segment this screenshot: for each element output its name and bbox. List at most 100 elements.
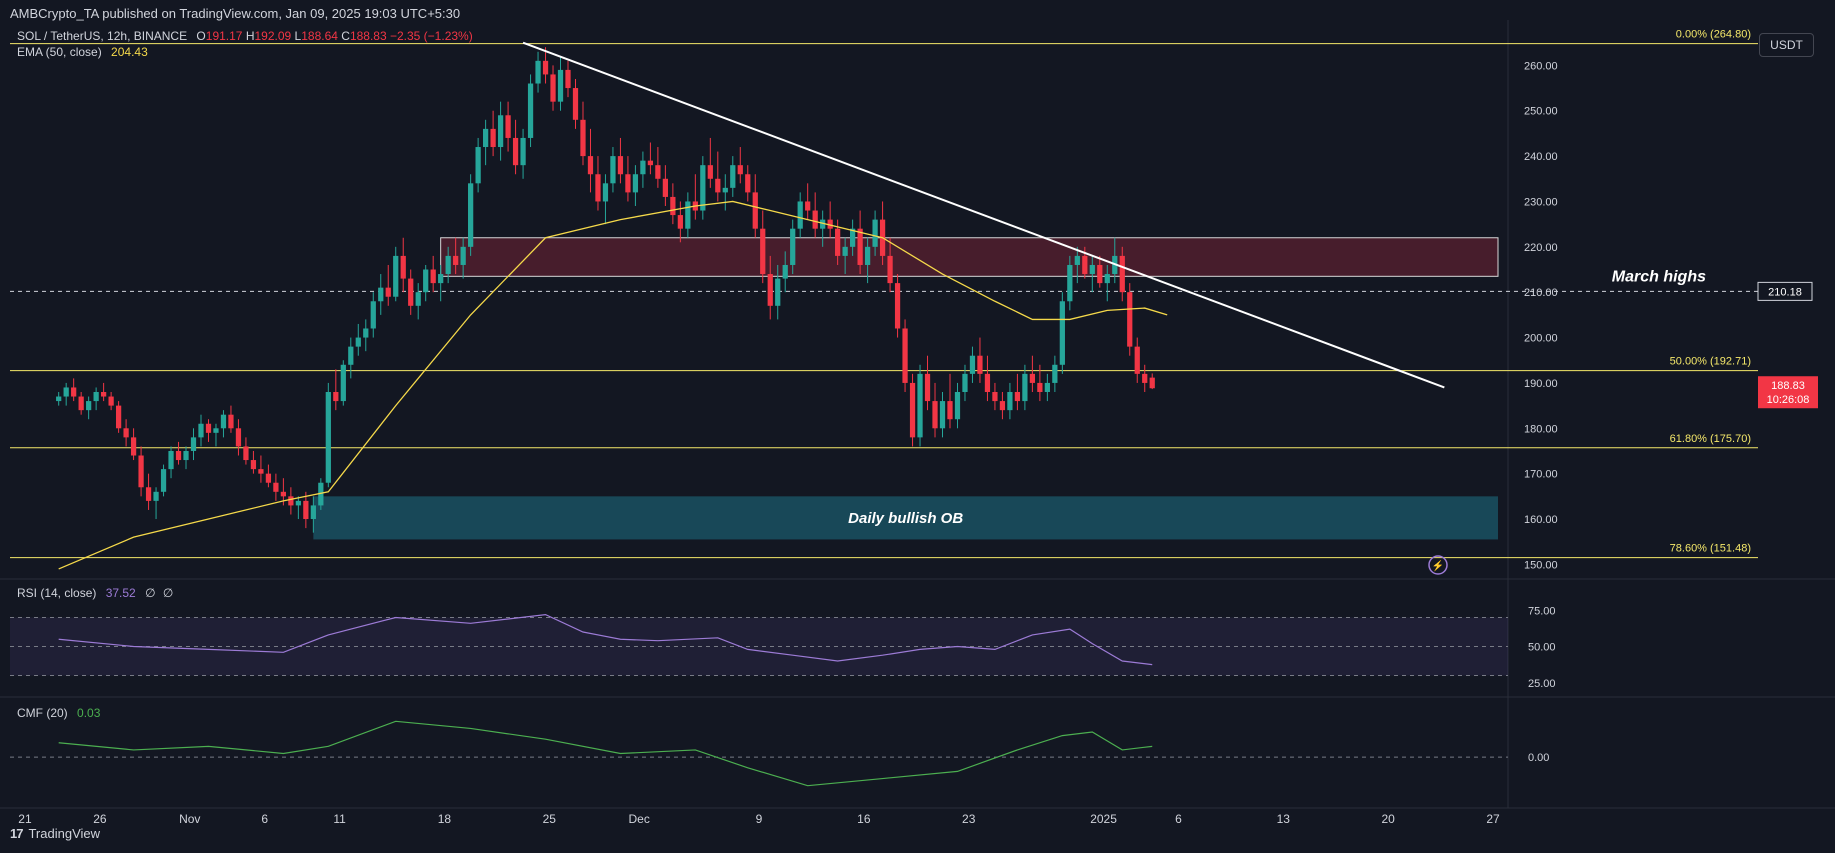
candle-body [108, 396, 114, 406]
candle-body [977, 355, 983, 374]
time-tick-label: 2025 [1090, 812, 1117, 826]
rsi-tick-label: 50.00 [1528, 642, 1556, 654]
candle-body [1149, 377, 1155, 389]
candle-body [872, 219, 878, 247]
candle-body [670, 196, 676, 216]
candle-body [857, 228, 863, 265]
time-tick-label: 16 [857, 812, 871, 826]
candle-body [962, 373, 968, 392]
candle-body [273, 482, 279, 492]
candle-body [123, 428, 129, 438]
candle-body [288, 496, 294, 506]
price-tick-label: 220.00 [1524, 242, 1558, 254]
candle-body [1089, 264, 1095, 275]
candle-body [947, 401, 953, 420]
candle-body [790, 228, 796, 265]
time-tick-label: 25 [543, 812, 557, 826]
candle-body [1142, 373, 1148, 383]
price-tick-label: 250.00 [1524, 106, 1558, 118]
candle-body [557, 69, 564, 102]
candle-body [333, 392, 339, 402]
candle-body [303, 500, 309, 520]
candle-body [490, 128, 496, 148]
time-tick-label: Nov [179, 812, 200, 826]
lines-layer [58, 41, 1445, 570]
candle-body [438, 274, 444, 284]
candle-body [153, 491, 159, 501]
candle-body [835, 228, 841, 256]
candle-body [400, 255, 406, 279]
candle-body [115, 405, 122, 429]
ohlc-h-label: H [245, 29, 255, 43]
candle-body [512, 137, 519, 166]
candle-body [408, 278, 414, 306]
cmf-legend[interactable]: CMF (20) 0.03 [17, 706, 100, 720]
candle-body [722, 187, 728, 193]
candle-body [992, 392, 998, 402]
candle-body [1074, 255, 1080, 265]
candle-body [385, 287, 391, 297]
candle-body [760, 228, 766, 275]
candle-body [310, 505, 316, 520]
candle-body [969, 355, 976, 374]
ohlc-change: −2.35 (−1.23%) [389, 29, 473, 43]
candle-body [595, 174, 601, 202]
candle-body [243, 446, 249, 461]
tradingview-logo[interactable]: 17 TradingView [10, 826, 100, 841]
candle-body [445, 255, 451, 275]
candle-body [213, 428, 219, 433]
rsi-legend[interactable]: RSI (14, close) 37.52 ∅ ∅ [17, 586, 173, 600]
candle-body [1082, 255, 1088, 275]
candle-body [909, 382, 916, 438]
candle-body [864, 246, 871, 265]
rsi-extra-2: ∅ [162, 586, 174, 600]
fib-level-label: 78.60% (151.48) [1670, 543, 1751, 555]
published-by-text: AMBCrypto_TA published on TradingView.co… [10, 6, 461, 21]
ema-legend[interactable]: EMA (50, close) 204.43 [17, 45, 148, 59]
candle-body [655, 165, 661, 179]
candle-body [220, 414, 227, 429]
candle-body [730, 165, 736, 188]
rsi-tick-label: 25.00 [1528, 678, 1556, 690]
candle-body [700, 165, 706, 211]
ema-value: 204.43 [111, 45, 148, 59]
candle-body [572, 88, 579, 120]
candle-body [145, 487, 152, 501]
candle-body [1029, 373, 1036, 383]
time-tick-label: Dec [628, 812, 649, 826]
candles-layer [56, 47, 1155, 533]
candle-body [497, 115, 504, 148]
candle-body [258, 469, 264, 474]
candle-body [378, 287, 384, 302]
candle-body [71, 387, 77, 397]
candle-body [767, 274, 773, 306]
labels-layer: Daily bullish OB 0.00% (264.80) 50.00% (19… [848, 29, 1818, 575]
candle-body [1134, 346, 1140, 374]
price-tick-label: 210.00 [1524, 287, 1558, 299]
march-highs-label: March highs [1612, 268, 1706, 285]
candle-body [535, 60, 541, 84]
time-tick-label: 26 [93, 812, 107, 826]
candle-body [550, 74, 556, 102]
candle-body [662, 178, 668, 197]
time-tick-label: 9 [756, 812, 763, 826]
candle-body [610, 156, 616, 184]
candle-body [827, 219, 833, 229]
price-tick-label: 240.00 [1524, 151, 1558, 163]
candle-body [348, 346, 354, 365]
candle-body [130, 437, 137, 456]
candle-body [190, 437, 197, 451]
candle-body [782, 264, 788, 279]
candle-body [453, 255, 459, 265]
time-tick-label: 27 [1486, 812, 1500, 826]
currency-unit-button[interactable]: USDT [1759, 33, 1814, 57]
symbol-title[interactable]: SOL / TetherUS, 12h, BINANCE [17, 29, 188, 43]
candle-body [1104, 274, 1110, 284]
ohlc-o-label: O [196, 29, 206, 43]
time-tick-label: 6 [1175, 812, 1182, 826]
ohlc-high: 192.09 [254, 29, 292, 43]
rsi-tick-label: 75.00 [1528, 605, 1556, 617]
candle-body [917, 373, 923, 438]
rsi-line [58, 613, 1153, 666]
